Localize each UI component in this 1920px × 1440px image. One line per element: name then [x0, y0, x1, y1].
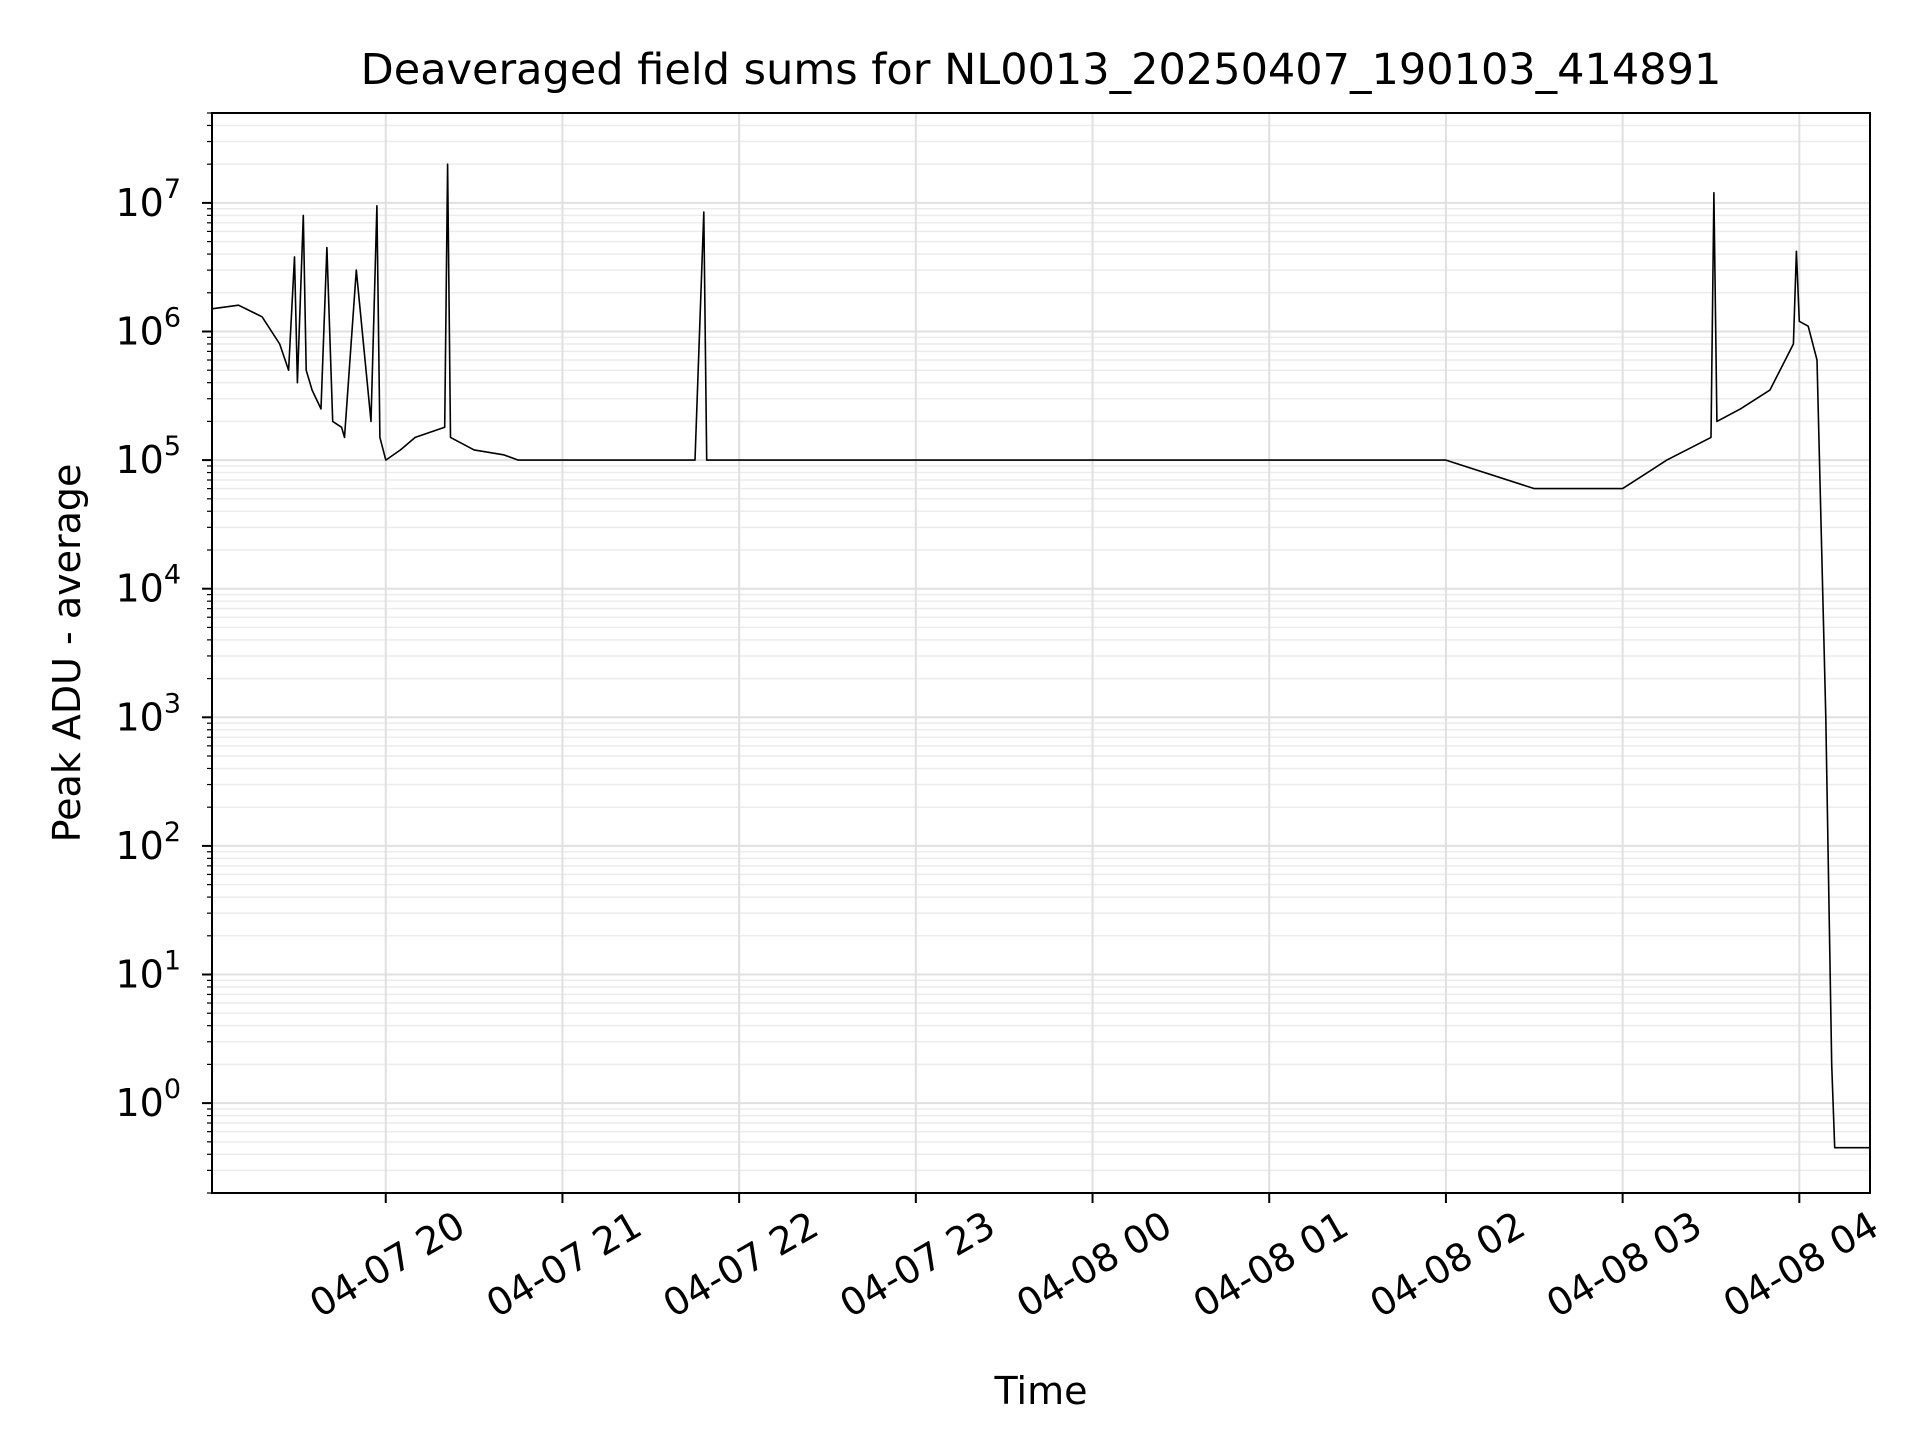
y-tick-label: 100 [115, 1074, 181, 1125]
y-tick-label: 103 [115, 688, 181, 739]
series-line [211, 163, 1870, 1149]
series-layer [211, 163, 1870, 1149]
grid [212, 112, 1870, 1194]
x-axis-label: Time [994, 1369, 1088, 1413]
y-tick-label: 107 [115, 174, 181, 225]
y-tick-label: 105 [115, 431, 181, 482]
y-axis: 100 101 102 103 104 105 106 107 [115, 112, 212, 1194]
plot-frame [211, 112, 1871, 1194]
y-tick-label: 104 [115, 560, 181, 611]
y-tick-label: 101 [115, 946, 181, 997]
y-tick-label: 106 [115, 302, 181, 353]
y-axis-label: Peak ADU - average [45, 464, 89, 843]
y-tick-label: 102 [115, 817, 181, 868]
chart-title: Deaveraged field sums for NL0013_2025040… [361, 45, 1722, 95]
